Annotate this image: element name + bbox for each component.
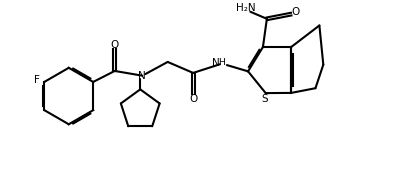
Text: O: O xyxy=(292,7,300,17)
Text: F: F xyxy=(34,75,40,85)
Text: O: O xyxy=(111,40,119,50)
Text: H: H xyxy=(218,58,225,67)
Text: O: O xyxy=(189,94,197,104)
Text: N: N xyxy=(138,71,146,81)
Text: N: N xyxy=(213,58,220,68)
Text: H₂N: H₂N xyxy=(236,3,255,13)
Text: S: S xyxy=(262,93,268,104)
